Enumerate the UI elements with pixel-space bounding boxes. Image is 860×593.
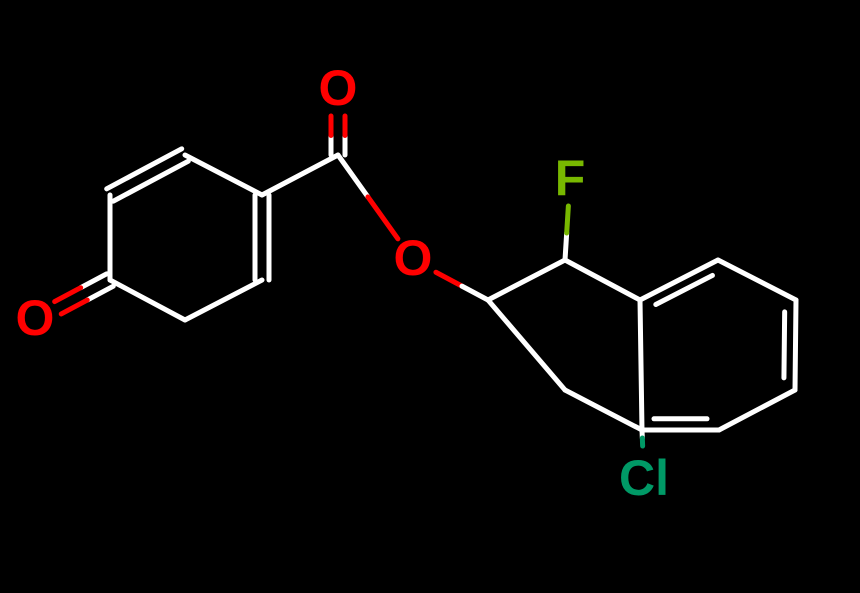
molecule-diagram: O O O F Cl bbox=[0, 0, 860, 593]
atom-o: O bbox=[394, 230, 433, 286]
atom-o: O bbox=[319, 60, 358, 116]
atom-f: F bbox=[555, 150, 586, 206]
atom-o: O bbox=[16, 290, 55, 346]
atom-cl: Cl bbox=[619, 450, 669, 506]
